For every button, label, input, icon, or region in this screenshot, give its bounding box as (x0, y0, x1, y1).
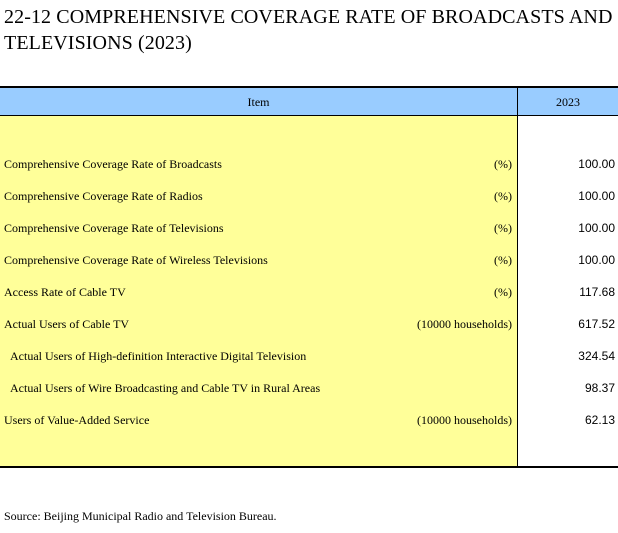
row-value: 100.00 (578, 189, 615, 203)
table-row: Comprehensive Coverage Rate of Broadcast… (0, 154, 618, 174)
row-unit: (%) (494, 285, 512, 299)
header-item: Item (247, 95, 270, 109)
table-row: Actual Users of Wire Broadcasting and Ca… (0, 378, 618, 398)
row-label: Comprehensive Coverage Rate of Radios (4, 189, 203, 203)
table-bottom-rule (0, 466, 618, 468)
row-label: Comprehensive Coverage Rate of Televisio… (4, 221, 224, 235)
table-body-item-column (0, 116, 517, 466)
source-note: Source: Beijing Municipal Radio and Tele… (4, 509, 277, 523)
row-value: 62.13 (584, 413, 615, 427)
row-label: Actual Users of Cable TV (4, 317, 130, 331)
row-value: 98.37 (584, 381, 615, 395)
page-title: 22-12 COMPREHENSIVE COVERAGE RATE OF BRO… (4, 6, 613, 54)
row-label: Comprehensive Coverage Rate of Broadcast… (4, 157, 222, 171)
table-header: Item 2023 (0, 86, 618, 116)
data-table: Item 2023 Comprehensive Coverage Rate of… (0, 86, 618, 468)
row-unit: (%) (494, 253, 512, 267)
row-label: Comprehensive Coverage Rate of Wireless … (4, 253, 268, 267)
row-unit: (%) (494, 221, 512, 235)
row-label: Actual Users of Wire Broadcasting and Ca… (10, 381, 321, 395)
row-unit: (%) (494, 189, 512, 203)
row-label: Users of Value-Added Service (4, 413, 150, 427)
table-row: Actual Users of High-definition Interact… (0, 346, 618, 366)
column-divider (517, 86, 518, 466)
header-year: 2023 (556, 95, 580, 109)
row-unit: (10000 households) (417, 413, 512, 427)
table-row: Comprehensive Coverage Rate of Televisio… (0, 218, 618, 238)
table-row: Actual Users of Cable TV (10000 househol… (0, 314, 618, 334)
row-value: 100.00 (578, 221, 615, 235)
table-row: Comprehensive Coverage Rate of Wireless … (0, 250, 618, 270)
row-value: 100.00 (578, 157, 615, 171)
row-label: Access Rate of Cable TV (4, 285, 126, 299)
table-row: Users of Value-Added Service (10000 hous… (0, 410, 618, 430)
table-row: Access Rate of Cable TV (%) 117.68 (0, 282, 618, 302)
row-value: 117.68 (579, 285, 615, 299)
row-unit: (%) (494, 157, 512, 171)
row-value: 100.00 (578, 253, 615, 267)
row-unit: (10000 households) (417, 317, 512, 331)
table-row: Comprehensive Coverage Rate of Radios (%… (0, 186, 618, 206)
row-label: Actual Users of High-definition Interact… (10, 349, 307, 363)
row-value: 617.52 (578, 317, 615, 331)
row-value: 324.54 (578, 349, 615, 363)
